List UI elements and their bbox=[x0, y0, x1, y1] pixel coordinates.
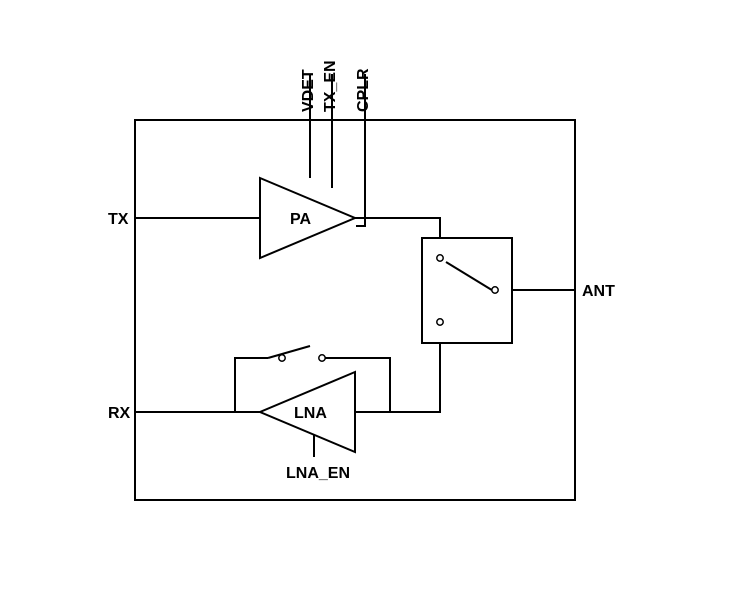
pin-label-cplr: CPLR bbox=[355, 68, 372, 112]
pin-label-ant: ANT bbox=[582, 283, 615, 300]
rf-frontend-diagram: PA LNA VDET TX_EN CPLR TX RX ANT LNA_EN bbox=[0, 0, 755, 592]
pin-label-tx_en: TX_EN bbox=[322, 60, 339, 112]
pin-label-lna_en: LNA_EN bbox=[286, 465, 350, 482]
lna-label: LNA bbox=[294, 405, 327, 422]
pa-label: PA bbox=[290, 211, 311, 228]
pin-label-rx: RX bbox=[108, 405, 131, 422]
pin-label-vdet: VDET bbox=[300, 69, 317, 112]
pin-label-tx: TX bbox=[108, 211, 129, 228]
canvas-bg bbox=[0, 0, 755, 592]
